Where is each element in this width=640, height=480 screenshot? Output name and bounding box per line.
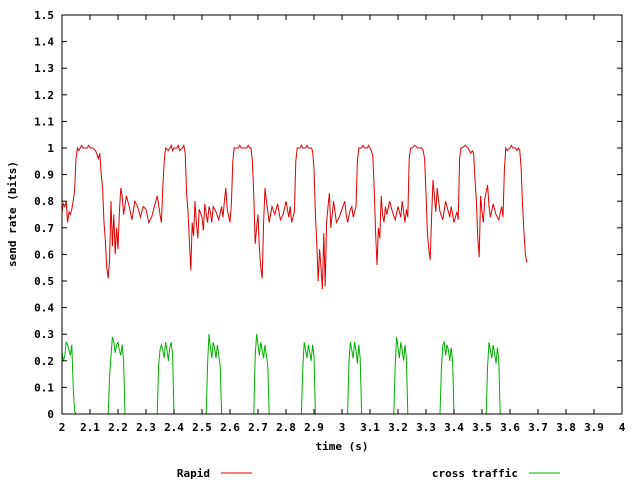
x-tick-label: 2.7: [248, 421, 268, 434]
y-tick-label: 0.8: [34, 195, 54, 208]
x-axis-label: time (s): [316, 440, 369, 453]
y-tick-label: 1.3: [34, 62, 54, 75]
x-axis: 2 2.1 2.2 2.3 2.4 2.5 2.6 2.7 2.8 2.9 3 3.1 3.2 3.3 3.…: [59, 15, 626, 434]
legend: Rapid cross traffic: [177, 467, 560, 480]
x-tick-label: 3.4: [444, 421, 464, 434]
x-tick-label: 3.7: [528, 421, 548, 434]
x-tick-label: 2.1: [80, 421, 100, 434]
y-tick-label: 0: [47, 408, 54, 421]
series-line-cross-traffic: [61, 334, 527, 415]
y-tick-label: 0.1: [34, 381, 54, 394]
x-tick-label: 2.9: [304, 421, 324, 434]
legend-label-rapid: Rapid: [177, 467, 210, 480]
x-tick-label: 2.8: [276, 421, 296, 434]
series-line-rapid: [61, 143, 528, 290]
x-tick-label: 2.2: [108, 421, 128, 434]
x-tick-label: 2.5: [192, 421, 212, 434]
y-tick-label: 0.9: [34, 169, 54, 182]
x-tick-label: 3.6: [500, 421, 520, 434]
y-tick-label: 1.1: [34, 115, 54, 128]
y-axis: 0 0.1 0.2 0.3 0.4 0.5 0.6 0.7 0.8 0.9 1 1.1 1.2 1.3 1.…: [34, 9, 622, 421]
y-tick-label: 1.5: [34, 9, 54, 22]
x-tick-label: 2.6: [220, 421, 240, 434]
x-tick-label: 2: [59, 421, 66, 434]
x-tick-label: 2.3: [136, 421, 156, 434]
legend-label-cross-traffic: cross traffic: [432, 467, 518, 480]
y-tick-label: 1: [47, 142, 54, 155]
series-layer: [61, 143, 528, 415]
x-tick-label: 2.4: [164, 421, 184, 434]
y-tick-label: 0.3: [34, 328, 54, 341]
y-tick-label: 0.5: [34, 275, 54, 288]
y-tick-label: 0.2: [34, 355, 54, 368]
x-tick-label: 3.2: [388, 421, 408, 434]
y-tick-label: 1.4: [34, 36, 54, 49]
x-tick-label: 3.3: [416, 421, 436, 434]
x-tick-label: 3.8: [556, 421, 576, 434]
y-tick-label: 0.6: [34, 248, 54, 261]
y-tick-label: 0.4: [34, 302, 54, 315]
y-tick-label: 0.7: [34, 222, 54, 235]
x-tick-label: 3.1: [360, 421, 380, 434]
y-axis-label: send rate (bits): [6, 161, 19, 267]
y-tick-label: 1.2: [34, 89, 54, 102]
x-tick-label: 3.5: [472, 421, 492, 434]
x-tick-label: 4: [619, 421, 626, 434]
x-tick-label: 3: [339, 421, 346, 434]
x-tick-label: 3.9: [584, 421, 604, 434]
